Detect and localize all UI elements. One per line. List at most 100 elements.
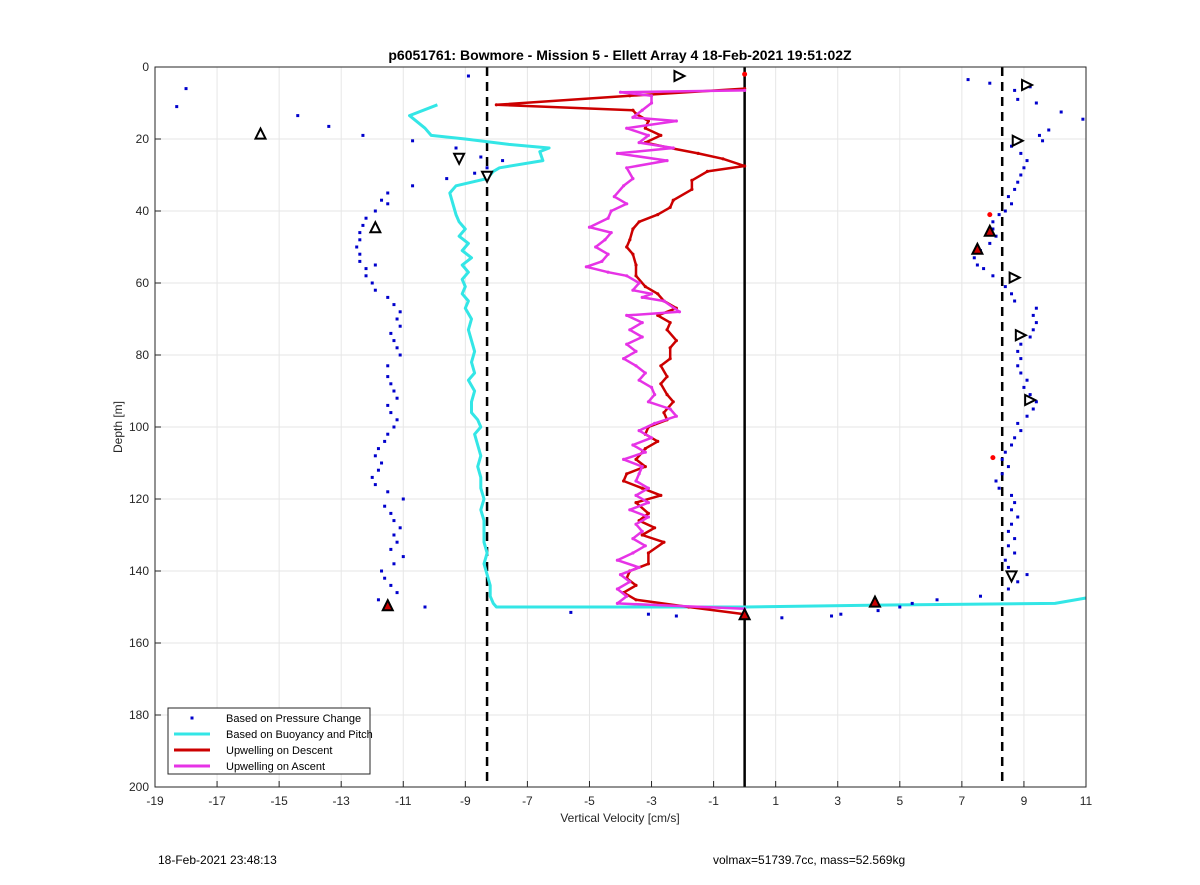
series-point-ascent	[637, 281, 641, 285]
series-point-ascent	[646, 486, 651, 490]
series-line-descent	[495, 87, 746, 616]
series-point-descent	[634, 598, 638, 602]
pressure-point	[445, 177, 449, 181]
series-point-descent	[494, 103, 498, 107]
pressure-point	[392, 533, 396, 537]
pressure-point	[389, 411, 393, 415]
series-point-descent	[671, 400, 675, 404]
pressure-point	[1028, 335, 1032, 339]
pressure-point	[373, 483, 377, 487]
series-point-ascent	[625, 594, 629, 598]
pressure-point	[355, 245, 359, 249]
series-point-ascent	[743, 88, 747, 92]
series-point-descent	[659, 364, 663, 368]
series-point-ascent	[653, 393, 657, 397]
legend-box	[167, 707, 371, 775]
series-point-descent	[634, 583, 638, 588]
series-point-ascent	[600, 259, 604, 263]
pressure-point	[1013, 187, 1017, 191]
series-point-descent	[659, 493, 663, 497]
pressure-point	[383, 576, 387, 580]
pressure-point	[1013, 436, 1017, 440]
series-point-descent	[690, 178, 694, 182]
series-point-ascent	[631, 537, 635, 541]
pressure-point	[398, 526, 402, 530]
series-point-descent	[668, 346, 672, 350]
pressure-point	[1059, 110, 1063, 114]
pressure-point	[1003, 558, 1007, 562]
pressure-point	[991, 274, 995, 278]
pressure-point	[392, 519, 396, 523]
pressure-point	[1016, 349, 1020, 353]
pressure-point	[975, 263, 979, 267]
series-point-ascent	[615, 558, 619, 562]
series-point-ascent	[625, 342, 629, 346]
pressure-point	[398, 324, 402, 328]
series-point-ascent	[609, 231, 613, 235]
x-tick-label: -9	[460, 794, 471, 808]
pressure-point	[1003, 285, 1007, 289]
pressure-point	[392, 339, 396, 343]
series-point-descent	[668, 357, 672, 361]
pressure-point	[401, 555, 405, 559]
pressure-point	[370, 475, 374, 479]
x-tick-label: 9	[1021, 794, 1028, 808]
series-point-ascent	[674, 119, 678, 123]
pressure-point	[376, 468, 380, 472]
pressure-point	[966, 78, 970, 82]
x-tick-label: 11	[1080, 794, 1093, 808]
series-point-descent	[646, 511, 651, 515]
pressure-point	[1041, 139, 1045, 143]
pressure-point	[373, 288, 377, 292]
pressure-point	[1013, 299, 1017, 303]
pressure-point	[1025, 573, 1029, 577]
x-axis-label: Vertical Velocity [cm/s]	[560, 811, 679, 825]
series-point-ascent	[612, 195, 616, 199]
pressure-point	[386, 191, 390, 195]
pressure-point	[1010, 508, 1014, 512]
pressure-point	[296, 114, 300, 118]
pressure-point	[991, 220, 995, 224]
reference-lines	[485, 67, 1004, 787]
pressure-point	[1019, 173, 1023, 177]
pressure-point	[386, 295, 390, 299]
pressure-point	[358, 252, 362, 256]
series-point-ascent	[625, 126, 629, 130]
pressure-point	[1028, 393, 1032, 397]
y-tick-label: 200	[129, 780, 149, 794]
pressure-point	[1034, 400, 1038, 404]
series-point-ascent	[649, 94, 654, 98]
series-point-descent	[643, 285, 647, 289]
pressure-point	[994, 479, 998, 483]
marker-triangle-filled	[381, 597, 395, 612]
x-tick-label: -11	[395, 794, 412, 808]
pressure-point	[364, 267, 368, 271]
series-point-descent	[631, 227, 635, 231]
series-point-descent	[659, 382, 663, 386]
series-point-ascent	[631, 288, 635, 292]
pressure-point	[364, 274, 368, 278]
series-point-ascent	[649, 292, 654, 296]
series-point-ascent	[634, 493, 638, 497]
x-tick-label: -17	[208, 794, 226, 808]
series-point-descent	[628, 94, 632, 98]
y-tick-label: 180	[129, 708, 149, 722]
series-point-ascent	[625, 274, 629, 278]
x-tick-label: -15	[270, 794, 288, 808]
pressure-point	[988, 81, 992, 85]
marker-triangle-filled	[970, 241, 985, 255]
marker-layer	[253, 69, 1038, 621]
footer-timestamp: 18-Feb-2021 23:48:13	[158, 853, 277, 867]
pressure-point	[1019, 342, 1023, 346]
series-point-ascent	[640, 529, 644, 534]
pressure-point	[1016, 421, 1020, 425]
series-point-ascent	[615, 151, 619, 155]
series-point-descent	[656, 313, 660, 317]
marker-triangle-down	[1004, 570, 1019, 584]
pressure-point	[501, 159, 505, 163]
series-point-ascent	[631, 443, 635, 447]
y-tick-label: 20	[136, 132, 150, 146]
series-point-ascent	[646, 515, 651, 519]
pressure-point	[376, 598, 380, 602]
pressure-point	[839, 612, 843, 616]
